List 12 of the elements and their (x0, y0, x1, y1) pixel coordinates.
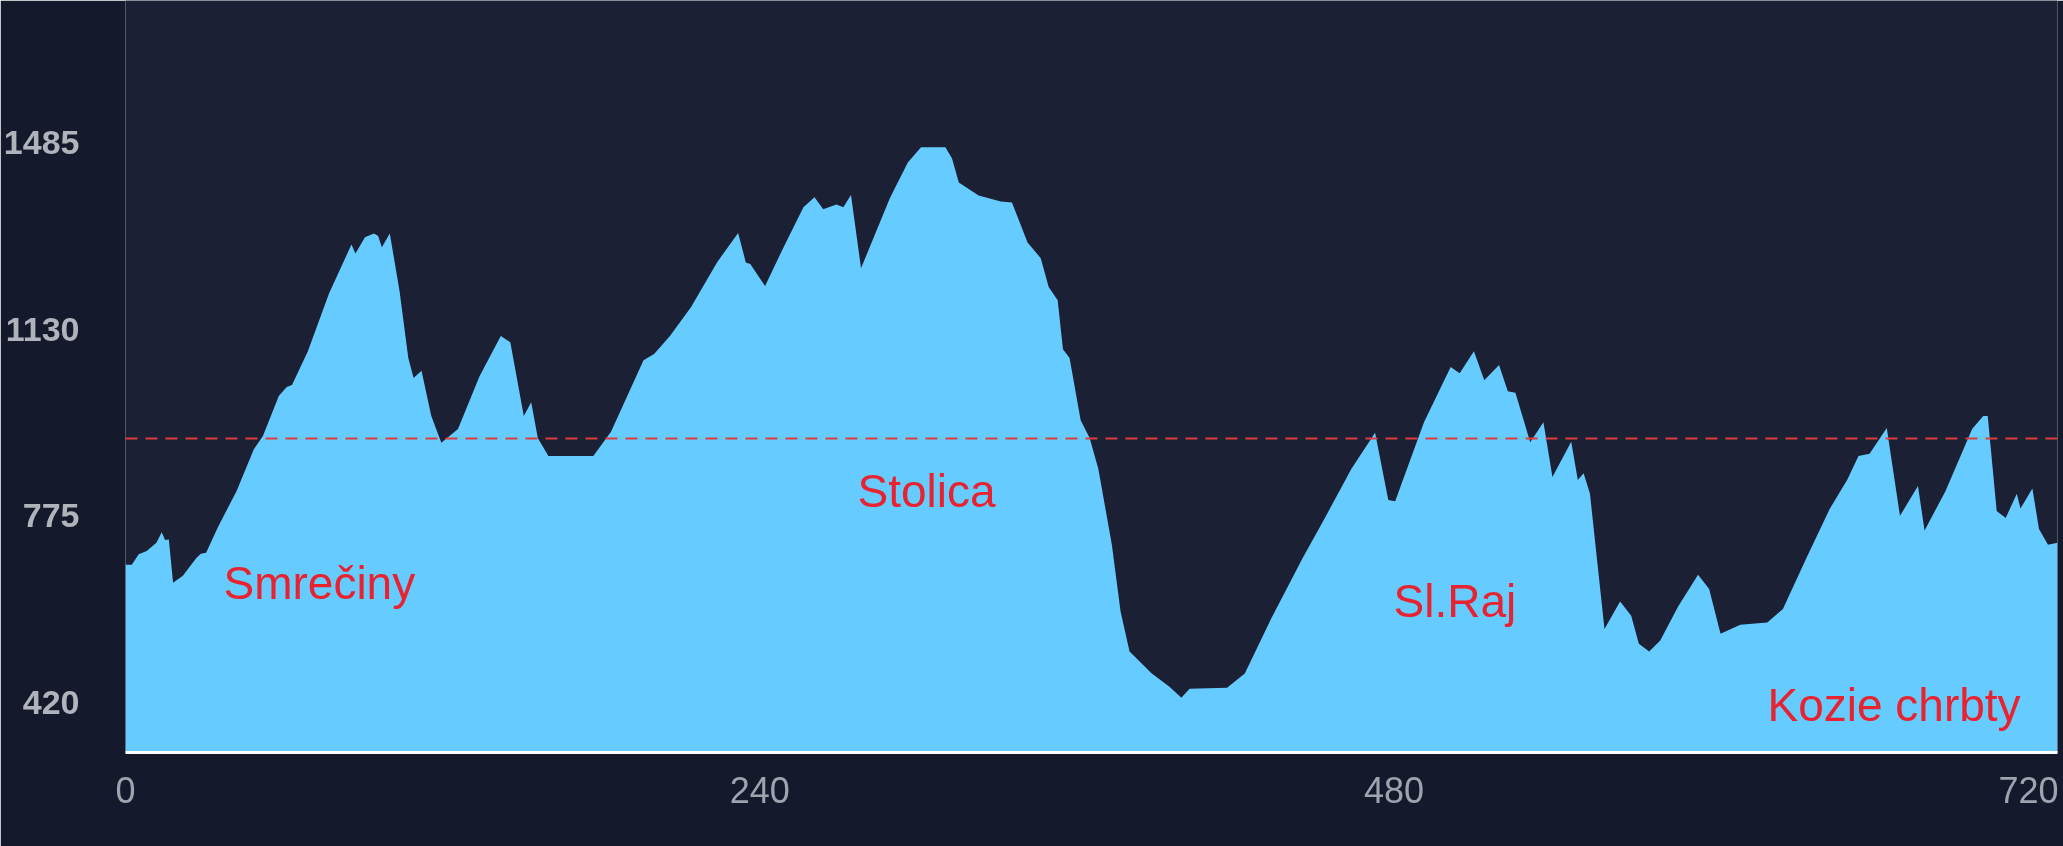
y-tick-label: 775 (22, 496, 80, 535)
x-tick-label: 0 (115, 769, 136, 811)
x-tick-label: 480 (1364, 769, 1425, 811)
annotation: Stolica (857, 464, 996, 517)
y-tick-label: 1485 (3, 122, 80, 161)
x-tick-label: 720 (1998, 769, 2059, 811)
y-tick-label: 1130 (5, 309, 80, 348)
y-tick-label: 420 (22, 683, 80, 722)
annotation: Sl.Raj (1393, 574, 1517, 627)
annotation: Kozie chrbty (1767, 678, 2021, 731)
annotation: Smrečiny (223, 556, 416, 609)
x-tick-label: 240 (729, 769, 790, 811)
